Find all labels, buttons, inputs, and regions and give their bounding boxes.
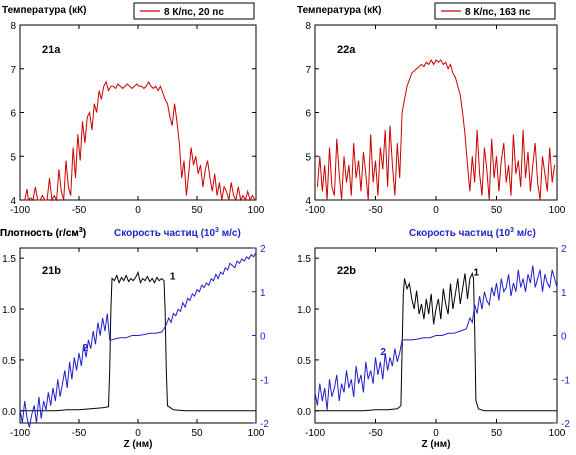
- y-tick-label: 6: [10, 109, 16, 120]
- y-tick-label-right: 1: [561, 288, 567, 299]
- y-tick-label-right: -2: [561, 419, 570, 430]
- curve-label: 1: [474, 267, 480, 278]
- x-tick-label: 100: [248, 205, 265, 216]
- x-tick-label: 0: [433, 205, 439, 216]
- curve-label: 2: [380, 347, 386, 358]
- legend-box: [133, 2, 255, 20]
- panel-21a: -100 -50 0 50 100 4 5 6 7 8 Температура (кК) 8 К/пс…: [2, 2, 265, 216]
- x-tick-label: -50: [368, 205, 383, 216]
- x-tick-label: 0: [135, 205, 141, 216]
- series-line-velocity: [314, 265, 558, 410]
- x-tick-label: -50: [72, 205, 87, 216]
- panel-label: 21a: [42, 44, 61, 56]
- panel-22a: -100 -50 0 50 100 4 5 6 7 8 Температура (кК) 8 К/пс…: [297, 2, 566, 216]
- series-line-temperature: [316, 58, 556, 201]
- y-tick-label: 4: [10, 196, 16, 207]
- y-tick-label-right: 2: [260, 244, 266, 255]
- x-axis-label: Z (нм): [422, 439, 451, 450]
- y-tick-label-left: 0.5: [2, 356, 16, 367]
- y-tick-label-right: 0: [260, 332, 266, 343]
- chart-title: Температура (кК): [2, 5, 87, 16]
- panel-label: 21b: [42, 265, 61, 277]
- y-tick-label-right: 1: [260, 288, 266, 299]
- y-tick-label-left: 1.0: [2, 305, 16, 316]
- x-tick-label: 50: [191, 205, 203, 216]
- x-tick-label: -100: [10, 428, 30, 439]
- y-tick-label: 7: [10, 65, 16, 76]
- series-line-density: [315, 271, 557, 412]
- y-tick-label-left: 1.5: [2, 254, 16, 265]
- x-tick-label: 0: [135, 428, 141, 439]
- y-tick-label: 5: [305, 152, 311, 163]
- x-tick-label: 100: [549, 205, 566, 216]
- x-tick-label: 50: [191, 428, 203, 439]
- x-tick-label: 50: [491, 428, 503, 439]
- chart-title: Температура (кК): [297, 5, 382, 16]
- x-tick-label: 50: [491, 205, 503, 216]
- y-tick-label: 4: [305, 196, 311, 207]
- left-axis-title: Плотность (г/см3): [0, 227, 86, 239]
- curve-label: 2: [83, 343, 89, 354]
- panel-label: 22b: [337, 265, 356, 277]
- legend-box: [434, 2, 556, 20]
- y-tick-label-right: 2: [561, 244, 567, 255]
- y-tick-label: 8: [10, 21, 16, 32]
- y-tick-label-right: -2: [260, 419, 269, 430]
- x-axis-label: Z (нм): [124, 439, 153, 450]
- x-tick-label: -50: [368, 428, 383, 439]
- legend-label: 8 К/пс, 20 пс: [164, 7, 224, 18]
- x-tick-label: 100: [248, 428, 265, 439]
- y-tick-label-left: 0.5: [297, 356, 311, 367]
- y-tick-label: 7: [305, 65, 311, 76]
- x-tick-label: -100: [305, 205, 325, 216]
- y-tick-label: 6: [305, 109, 311, 120]
- y-tick-label-right: 0: [561, 332, 567, 343]
- left-axis-title: Плотность (г/см3): [0, 227, 86, 239]
- panel-22b: -100 -50 0 50 1000.00.51.01.5-2-1012Плотност…: [0, 227, 570, 450]
- y-tick-label: 5: [10, 152, 16, 163]
- right-axis-title: Скорость частиц (103 м/с): [114, 227, 241, 239]
- x-tick-label: -50: [72, 428, 87, 439]
- y-tick-label-right: -1: [561, 375, 570, 386]
- y-tick-label-right: -1: [260, 375, 269, 386]
- x-tick-label: 100: [549, 428, 566, 439]
- x-tick-label: -100: [10, 205, 30, 216]
- curve-label: 1: [170, 272, 176, 283]
- y-tick-label-left: 1.0: [297, 305, 311, 316]
- legend-label: 8 К/пс, 163 пс: [465, 7, 531, 18]
- y-tick-label-left: 0.0: [297, 407, 311, 418]
- panel-21b: -100 -50 0 50 100 0.0 0.5 1.0 1.5 -2 -1 0 1 2 Плотност…: [0, 227, 269, 450]
- series-line-density: [20, 270, 256, 412]
- right-axis-title: Скорость частиц (103 м/с): [409, 227, 536, 239]
- y-tick-label: 8: [305, 21, 311, 32]
- series-line-temperature: [24, 80, 256, 202]
- x-tick-label: 0: [433, 428, 439, 439]
- series-line-velocity: [19, 252, 257, 428]
- y-tick-label-left: 1.5: [297, 254, 311, 265]
- panel-label: 22a: [337, 44, 356, 56]
- y-tick-label-left: 0.0: [2, 407, 16, 418]
- x-tick-label: -100: [305, 428, 325, 439]
